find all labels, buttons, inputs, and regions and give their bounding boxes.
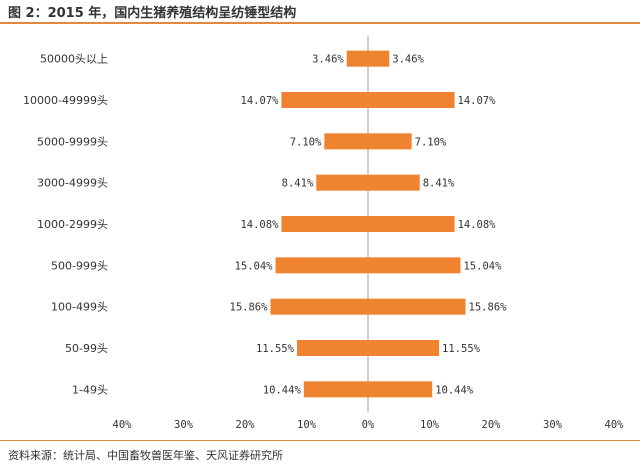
x-tick-label: 20% (482, 419, 502, 431)
bar-right (368, 174, 420, 191)
x-tick-label: 40% (605, 419, 625, 431)
bar-left (303, 381, 368, 398)
x-tick-label: 10% (297, 419, 317, 431)
category-label: 500-999头 (51, 259, 108, 272)
x-tick-label: 30% (543, 419, 563, 431)
data-label-left: 8.41% (282, 178, 314, 190)
bar-right (368, 381, 433, 398)
data-label-right: 15.04% (463, 260, 502, 272)
chart-title: 图 2：2015 年，国内生猪养殖结构呈纺锤型结构 (8, 6, 297, 21)
data-label-left: 3.46% (312, 54, 344, 66)
category-label: 5000-9999头 (37, 135, 108, 148)
bar-right (368, 133, 412, 150)
bar-left (324, 133, 368, 150)
data-label-right: 8.41% (423, 178, 455, 190)
data-label-left: 11.55% (256, 343, 295, 355)
category-label: 100-499头 (51, 301, 108, 314)
data-label-right: 7.10% (415, 136, 447, 148)
bar-right (368, 257, 461, 274)
bar-left (281, 92, 368, 108)
bar-left (316, 174, 368, 191)
bar-right (368, 92, 455, 108)
chart-plot: 50000头以上 3.46% 3.46% 10000-49999头 14.07% 14.0… (23, 36, 625, 431)
bar-right (368, 298, 466, 315)
bar-right (368, 216, 455, 232)
category-label: 3000-4999头 (37, 177, 108, 190)
data-label-right: 10.44% (435, 384, 474, 396)
bar-left (275, 257, 368, 274)
data-label-right: 3.46% (392, 54, 424, 66)
category-label: 50-99头 (65, 342, 108, 355)
data-label-right: 14.07% (458, 95, 497, 107)
data-label-right: 14.08% (458, 219, 497, 231)
x-tick-label: 40% (113, 419, 133, 431)
data-label-right: 15.86% (469, 302, 508, 314)
x-tick-label: 0% (362, 419, 375, 431)
category-label: 1000-2999头 (37, 218, 108, 231)
bar-left (281, 216, 368, 232)
bar-left (346, 50, 368, 67)
data-label-left: 10.44% (263, 384, 302, 396)
data-label-left: 15.86% (230, 302, 269, 314)
chart-source: 资料来源：统计局、中国畜牧兽医年鉴、天风证券研究所 (8, 449, 283, 462)
category-label: 1-49头 (72, 383, 108, 396)
data-label-left: 14.08% (240, 219, 279, 231)
x-tick-label: 10% (420, 419, 440, 431)
data-label-left: 15.04% (235, 260, 274, 272)
data-label-left: 7.10% (290, 136, 322, 148)
source-rule (0, 440, 640, 441)
title-rule (0, 22, 640, 24)
data-label-left: 14.07% (241, 95, 280, 107)
category-label: 10000-49999头 (23, 94, 108, 107)
data-label-right: 11.55% (442, 343, 481, 355)
bar-left (296, 340, 368, 356)
category-label: 50000头以上 (40, 53, 108, 66)
bar-right (368, 340, 440, 356)
bar-right (368, 50, 390, 67)
x-tick-label: 30% (174, 419, 194, 431)
bar-left (270, 298, 368, 315)
x-tick-label: 20% (236, 419, 256, 431)
